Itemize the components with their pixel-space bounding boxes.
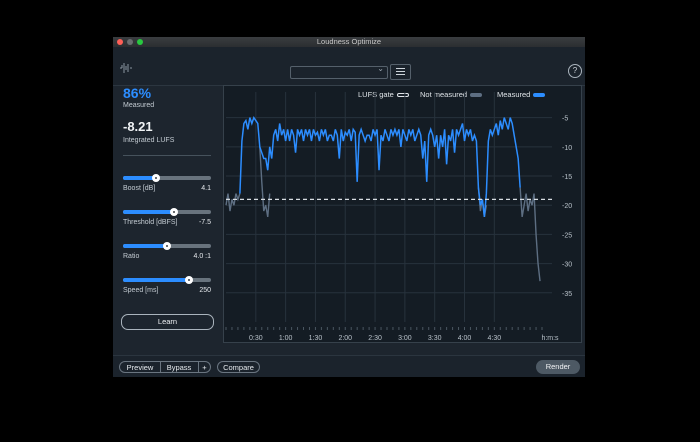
legend-not-measured: Not measured xyxy=(420,90,483,99)
preset-dropdown[interactable]: ⌄ xyxy=(290,64,388,79)
measured-label: Measured xyxy=(123,102,155,109)
help-button[interactable]: ? xyxy=(568,64,582,78)
speed-slider[interactable] xyxy=(123,276,211,284)
x-tick-label: 2:00 xyxy=(338,335,352,342)
y-tick-label: -5 xyxy=(562,116,568,123)
boost-slider-knob[interactable] xyxy=(151,174,160,182)
close-window-button[interactable] xyxy=(117,39,123,45)
boost-value[interactable]: 4.1 xyxy=(201,185,211,192)
not-measured-swatch xyxy=(470,93,483,98)
x-tick-label: 0:30 xyxy=(249,335,263,342)
legend-measured: Measured xyxy=(497,90,546,99)
x-tick-label: 2:30 xyxy=(368,335,382,342)
y-tick-label: -25 xyxy=(562,232,572,239)
x-tick-label: 1:00 xyxy=(279,335,293,342)
divider xyxy=(123,155,211,156)
preset-menu-button[interactable] xyxy=(390,64,411,80)
bypass-button[interactable]: Bypass xyxy=(160,361,198,373)
bottom-bar: Preview Bypass + Compare Render xyxy=(113,355,585,377)
ratio-slider-knob[interactable] xyxy=(163,242,171,250)
legend-not-measured-label: Not measured xyxy=(420,90,468,99)
izotope-logo-icon xyxy=(120,63,132,73)
measured-percent: 86% xyxy=(123,85,152,101)
add-button[interactable]: + xyxy=(198,361,211,373)
window-title: Loudness Optimize xyxy=(316,37,382,46)
ratio-slider[interactable] xyxy=(123,242,211,250)
boost-slider[interactable] xyxy=(123,174,211,182)
x-tick-label: 3:00 xyxy=(398,335,412,342)
y-tick-label: -20 xyxy=(562,203,572,210)
threshold-value[interactable]: -7.5 xyxy=(198,219,211,226)
x-tick-label: 3:30 xyxy=(428,335,442,342)
y-tick-label: -35 xyxy=(562,291,572,298)
ratio-value[interactable]: 4.0 :1 xyxy=(193,253,211,260)
speed-value[interactable]: 250 xyxy=(199,287,211,294)
boost-label: Boost [dB] xyxy=(123,185,156,192)
title-bar: Loudness Optimize xyxy=(113,37,585,47)
y-tick-label: -15 xyxy=(562,174,572,181)
boost-param: Boost [dB] 4.1 xyxy=(123,185,211,192)
lufs-gate-swatch xyxy=(396,93,409,98)
not-measured-line xyxy=(259,146,271,218)
legend-lufs-gate: LUFS gate xyxy=(358,90,409,99)
loudness-plot: -5 -10 -15 -20 -25 -30 -35 0:30 1:00 1:30 2:00 2:30… xyxy=(225,92,572,342)
preview-button[interactable]: Preview xyxy=(119,361,161,373)
toolbar: ⌄ ? xyxy=(113,47,585,86)
threshold-param: Threshold [dBFS] -7.5 xyxy=(123,219,211,226)
y-tick-label: -10 xyxy=(562,145,572,152)
x-tick-label: 4:30 xyxy=(488,335,502,342)
control-panel: 86% Measured -8.21 Integrated LUFS Boost… xyxy=(113,85,221,347)
measured-swatch xyxy=(533,93,546,98)
speed-label: Speed [ms] xyxy=(123,287,159,294)
x-tick-label: 4:00 xyxy=(458,335,472,342)
y-tick-label: -30 xyxy=(562,262,572,269)
legend-measured-label: Measured xyxy=(497,90,531,99)
speed-slider-knob[interactable] xyxy=(185,276,193,284)
threshold-slider[interactable] xyxy=(123,208,211,216)
legend-lufs-gate-label: LUFS gate xyxy=(358,90,394,99)
threshold-label: Threshold [dBFS] xyxy=(123,219,178,226)
measured-line xyxy=(239,116,521,218)
minimize-window-button[interactable] xyxy=(127,39,133,45)
zoom-window-button[interactable] xyxy=(137,39,143,45)
ratio-param: Ratio 4.0 :1 xyxy=(123,253,211,260)
ratio-label: Ratio xyxy=(123,253,140,260)
integrated-lufs-label: Integrated LUFS xyxy=(123,137,175,144)
render-button[interactable]: Render xyxy=(536,360,580,374)
compare-button[interactable]: Compare xyxy=(217,361,260,373)
loudness-graph: LUFS gate Not measured Measured -5 -10 -15… xyxy=(223,85,582,343)
threshold-slider-knob[interactable] xyxy=(170,208,179,216)
plugin-window: Loudness Optimize ⌄ ? 86% Measured -8.21… xyxy=(113,37,585,377)
x-tick-label: 1:30 xyxy=(309,335,323,342)
not-measured-line xyxy=(225,193,241,212)
chevron-down-icon: ⌄ xyxy=(377,64,384,73)
speed-param: Speed [ms] 250 xyxy=(123,287,211,294)
integrated-lufs-value: -8.21 xyxy=(123,119,153,134)
x-tick-label: h:m:s xyxy=(541,335,559,342)
learn-button[interactable]: Learn xyxy=(121,314,214,330)
